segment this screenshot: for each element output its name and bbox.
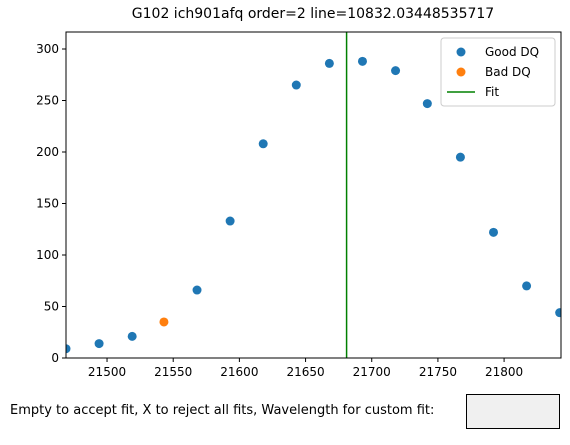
point <box>324 58 334 68</box>
x-tick-label: 21500 <box>88 365 126 379</box>
y-tick-label: 100 <box>36 248 59 262</box>
point <box>127 331 137 341</box>
point <box>357 56 367 66</box>
legend-marker <box>456 67 466 77</box>
point <box>225 216 235 226</box>
legend: Good DQ Bad DQ Fit <box>440 37 556 107</box>
x-tick-label: 21600 <box>220 365 258 379</box>
point <box>555 308 561 318</box>
legend-label: Fit <box>485 85 499 99</box>
x-tick-label: 21800 <box>485 365 523 379</box>
y-tick-label: 0 <box>51 351 59 365</box>
x-tick-label: 21750 <box>419 365 457 379</box>
legend-label: Good DQ <box>485 45 539 59</box>
point <box>94 339 104 349</box>
chart-title: G102 ich901afq order=2 line=10832.034485… <box>132 6 494 22</box>
point <box>391 66 401 76</box>
point <box>66 344 71 354</box>
point <box>522 281 532 291</box>
legend-box <box>440 37 556 107</box>
legend-marker <box>456 47 466 57</box>
y-tick-label: 150 <box>36 196 59 210</box>
point <box>291 80 301 90</box>
y-tick-label: 200 <box>36 145 59 159</box>
legend-label: Bad DQ <box>485 65 531 79</box>
plot-area <box>66 32 561 358</box>
axes-frame <box>65 31 562 359</box>
y-tick-label: 300 <box>36 42 59 56</box>
chart: G102 ich901afq order=2 line=10832.034485… <box>36 6 562 379</box>
input-label: Empty to accept fit, X to reject all fit… <box>10 403 435 418</box>
text-input[interactable] <box>466 394 560 429</box>
y-tick-label: 250 <box>36 93 59 107</box>
y-tick-label: 50 <box>44 299 59 313</box>
x-tick-label: 21700 <box>353 365 391 379</box>
x-tick-label: 21650 <box>286 365 324 379</box>
point <box>422 99 432 109</box>
point <box>489 227 498 237</box>
point <box>455 152 465 162</box>
x-tick-label: 21550 <box>154 365 192 379</box>
point <box>159 317 169 327</box>
point <box>258 139 268 149</box>
point <box>192 285 202 295</box>
